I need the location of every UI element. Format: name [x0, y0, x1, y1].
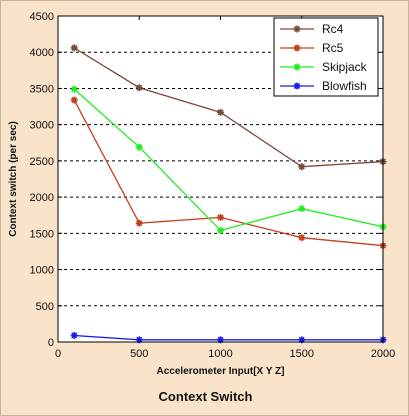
- data-point-rc5: [298, 234, 306, 242]
- y-tick-label: 3000: [30, 120, 54, 132]
- legend-box: [273, 17, 379, 97]
- data-point-skipjack: [298, 205, 306, 213]
- y-tick-label: 2000: [30, 192, 54, 204]
- data-point-blowfish: [217, 336, 224, 344]
- series-lines: [70, 44, 387, 344]
- legend-label-rc4: Rc4: [322, 22, 344, 36]
- y-tick-label: 3500: [30, 83, 54, 95]
- legend-label-rc5: Rc5: [322, 41, 344, 55]
- y-tick-label: 1500: [30, 228, 54, 240]
- data-point-rc4: [298, 163, 306, 171]
- x-axis-ticks: 0 500 1000 1500 2000: [55, 16, 395, 360]
- y-axis-label: Context switch (per sec): [8, 121, 19, 237]
- x-axis-label: Accelerometer Input[X Y Z]: [157, 366, 285, 377]
- legend-marker-skipjack: [293, 63, 301, 71]
- data-point-skipjack: [217, 226, 224, 234]
- y-tick-label: 4000: [30, 47, 54, 59]
- legend: Rc4 Rc5 Skipjack Blowfish: [273, 17, 379, 97]
- data-point-skipjack: [135, 143, 143, 151]
- legend-marker-blowfish: [293, 82, 301, 90]
- y-tick-label: 500: [36, 301, 54, 313]
- x-tick-label: 1000: [208, 348, 232, 360]
- figure-caption: Context Switch: [158, 389, 253, 404]
- legend-label-blowfish: Blowfish: [322, 79, 367, 93]
- x-tick-label: 1500: [290, 348, 314, 360]
- line-chart: 0 500 1000 1500 2000 2500 3000 3500 4000 4500 0 50…: [8, 11, 395, 377]
- data-point-rc5: [217, 213, 224, 221]
- y-tick-label: 4500: [30, 11, 54, 23]
- legend-marker-rc5: [293, 44, 301, 52]
- data-point-rc5: [135, 219, 143, 227]
- plot-frame: [57, 15, 384, 343]
- y-tick-label: 2500: [30, 156, 54, 168]
- data-point-skipjack: [70, 85, 78, 93]
- x-tick-label: 2000: [371, 348, 395, 360]
- x-tick-label: 0: [55, 348, 61, 360]
- data-point-rc4: [217, 108, 224, 116]
- y-tick-label: 0: [48, 337, 54, 349]
- data-point-blowfish: [70, 331, 78, 339]
- data-point-rc4: [135, 84, 143, 92]
- y-tick-label: 1000: [30, 265, 54, 277]
- data-point-rc5: [70, 96, 78, 104]
- legend-marker-rc4: [293, 25, 301, 33]
- legend-label-skipjack: Skipjack: [322, 60, 368, 74]
- x-tick-label: 500: [130, 348, 148, 360]
- data-point-rc4: [70, 44, 78, 52]
